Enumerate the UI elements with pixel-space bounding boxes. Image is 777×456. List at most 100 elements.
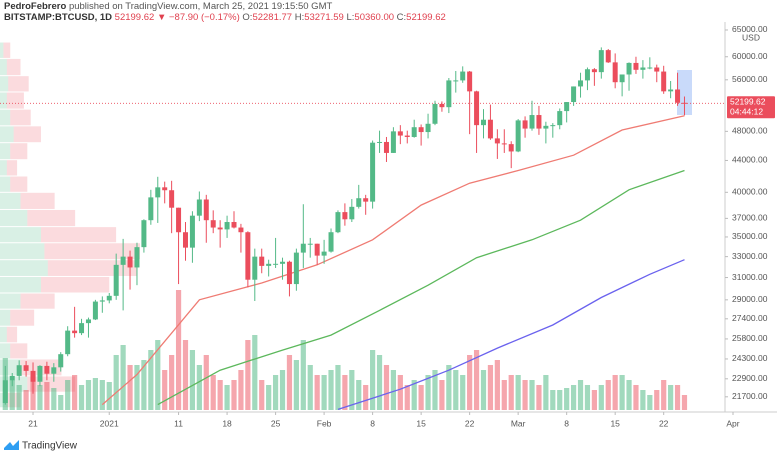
- volume-bar: [536, 385, 542, 410]
- candle-body: [23, 365, 29, 371]
- candle-body: [196, 199, 202, 216]
- profile-up: [0, 209, 28, 227]
- candle-body: [321, 251, 327, 256]
- volume-bar: [44, 382, 50, 410]
- candle-body: [508, 144, 514, 152]
- profile-down: [10, 343, 28, 359]
- candle-body: [162, 187, 168, 191]
- volume-bar: [626, 380, 632, 410]
- position-drawing: [677, 70, 692, 115]
- volume-bar: [92, 378, 98, 410]
- candle-body: [487, 119, 493, 139]
- candle-body: [501, 143, 507, 145]
- volume-bar: [224, 385, 230, 410]
- candle-body: [58, 354, 64, 368]
- y-tick-label: 35000.00: [732, 231, 768, 241]
- candle-body: [418, 127, 424, 133]
- profile-up: [0, 42, 4, 58]
- candle-body: [231, 222, 237, 228]
- arrow: ▼: [156, 12, 167, 23]
- candle-body: [363, 198, 369, 202]
- volume-bar: [72, 375, 78, 410]
- header: PedroFebrero published on TradingView.co…: [4, 1, 446, 23]
- volume-bar: [175, 290, 182, 410]
- y-tick-label: 21700.00: [732, 391, 768, 401]
- volume-bar: [411, 380, 417, 410]
- currency: USD: [742, 32, 760, 42]
- profile-down: [6, 160, 18, 176]
- candle-body: [529, 115, 535, 129]
- y-tick-label: 31000.00: [732, 272, 768, 282]
- volume-bar: [203, 355, 209, 410]
- candle-body: [480, 119, 486, 126]
- y-tick-label: 37000.00: [732, 213, 768, 223]
- candle-body: [85, 319, 91, 324]
- moving-average: [157, 169, 685, 406]
- volume-bar: [85, 380, 92, 410]
- candle-body: [300, 243, 306, 253]
- profile-up: [0, 326, 7, 343]
- candle-body: [189, 215, 195, 248]
- candle-body: [44, 365, 50, 374]
- volume-bar: [182, 340, 189, 410]
- candle-body: [99, 300, 105, 302]
- profile-up: [0, 58, 7, 76]
- volume-bar: [515, 375, 521, 410]
- candle-body: [661, 71, 667, 92]
- profile-up: [0, 343, 11, 359]
- volume-bar: [259, 380, 265, 410]
- x-tick-label: Feb: [317, 418, 332, 428]
- volume-bar: [529, 380, 535, 410]
- volume-bar: [564, 388, 570, 410]
- volume-bar: [681, 395, 688, 410]
- candle-body: [134, 247, 140, 268]
- volume-bar: [231, 380, 237, 410]
- y-tick-label: 29000.00: [732, 294, 768, 304]
- candle-body: [280, 261, 286, 264]
- candle-body: [591, 69, 597, 73]
- volume-bar: [591, 390, 597, 410]
- candle-body: [286, 261, 292, 285]
- volume-bar: [23, 390, 29, 410]
- countdown: 04:44:12: [730, 107, 763, 117]
- last-price-label: 52199.62: [730, 97, 766, 107]
- candle-body: [72, 330, 78, 334]
- volume-bar: [155, 340, 161, 410]
- volume-bar: [37, 385, 43, 410]
- profile-down: [40, 276, 110, 293]
- volume-bar: [647, 395, 653, 410]
- profile-up: [0, 243, 45, 260]
- profile-up: [0, 126, 14, 143]
- candle-body: [224, 222, 230, 230]
- candle-body: [515, 120, 521, 152]
- profile-up: [0, 227, 41, 243]
- x-tick-label: 22: [659, 418, 669, 428]
- volume-bar: [570, 385, 577, 410]
- candle-body: [397, 131, 403, 136]
- x-tick-label: Mar: [511, 418, 526, 428]
- candle-body: [633, 62, 639, 70]
- candle-body: [584, 69, 590, 81]
- candle-body: [307, 243, 313, 245]
- profile-down: [20, 293, 55, 309]
- volume-bar: [397, 375, 403, 410]
- volume-bar: [674, 385, 681, 410]
- candle-body: [605, 50, 611, 63]
- volume-bar: [148, 350, 154, 410]
- candle-body: [446, 80, 452, 108]
- logo: [4, 440, 19, 450]
- profile-up: [0, 276, 41, 293]
- x-tick-label: 25: [271, 418, 281, 428]
- x-tick-label: 2021: [100, 418, 119, 428]
- publish-line: PedroFebrero published on TradingView.co…: [4, 1, 446, 12]
- x-tick-label: 21: [28, 418, 38, 428]
- candle-body: [9, 375, 15, 381]
- x-tick-label: Apr: [726, 418, 739, 428]
- volume-bar: [605, 380, 611, 410]
- volume-bar: [217, 380, 223, 410]
- last-price-box: [727, 96, 775, 119]
- published: published on TradingView.com, March 25, …: [68, 1, 333, 12]
- candle-body: [390, 131, 396, 153]
- volume-bar: [612, 375, 618, 410]
- volume-bar: [238, 370, 244, 410]
